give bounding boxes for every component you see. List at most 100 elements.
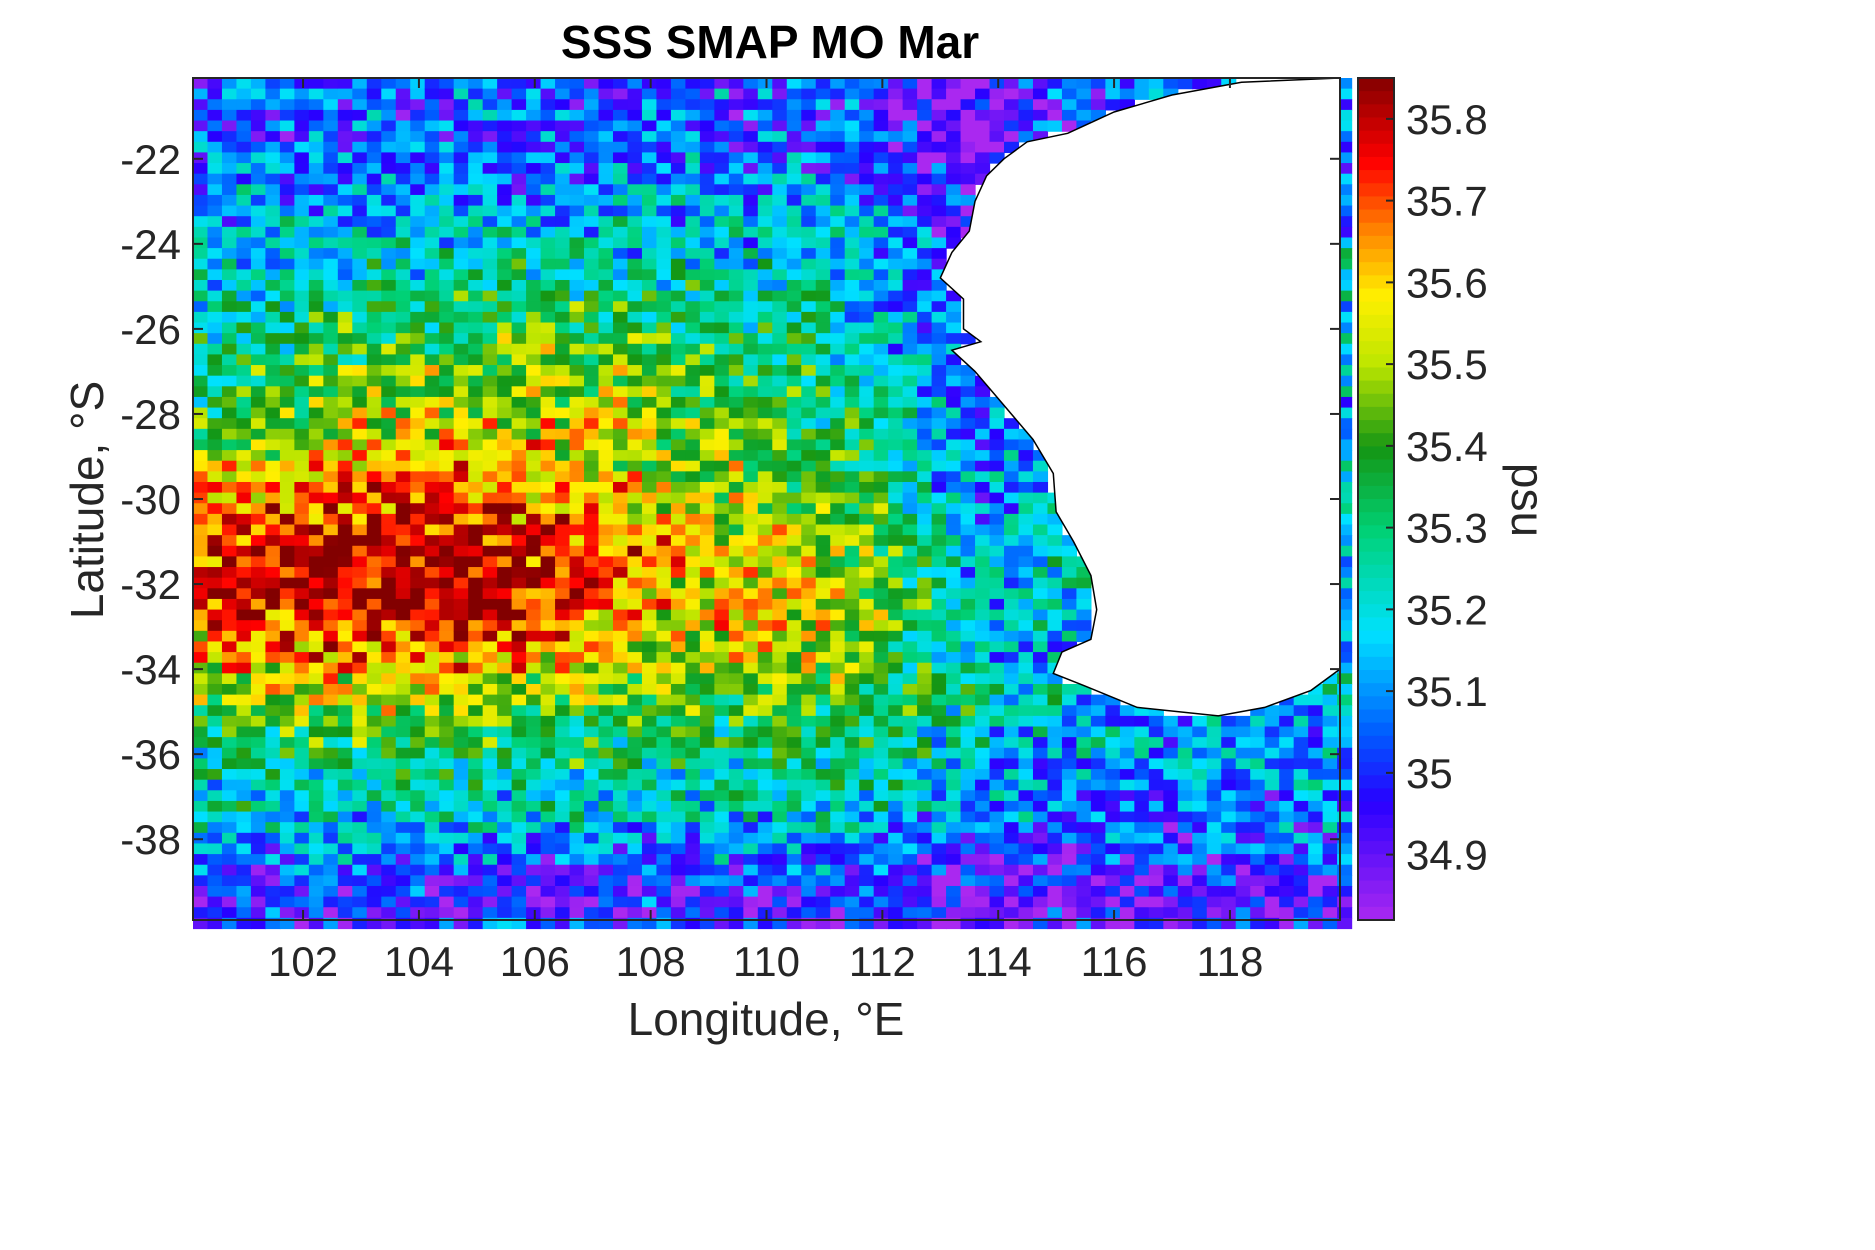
heatmap-cell xyxy=(989,513,1005,526)
heatmap-cell xyxy=(526,747,542,759)
heatmap-cell xyxy=(598,407,614,419)
heatmap-cell xyxy=(366,163,382,175)
heatmap-cell xyxy=(250,620,267,632)
heatmap-cell xyxy=(265,407,281,419)
heatmap-cell xyxy=(699,279,715,292)
heatmap-cell xyxy=(207,779,223,791)
heatmap-cell xyxy=(830,907,846,919)
heatmap-cell xyxy=(772,790,788,802)
heatmap-cell xyxy=(902,439,918,451)
heatmap-cell xyxy=(511,524,527,536)
heatmap-cell xyxy=(1105,896,1121,908)
heatmap-cell xyxy=(294,141,310,154)
heatmap-cell xyxy=(1134,78,1150,90)
heatmap-cell xyxy=(699,365,715,377)
heatmap-cell xyxy=(279,386,295,398)
heatmap-cell xyxy=(873,577,889,589)
heatmap-cell xyxy=(1018,705,1034,717)
heatmap-cell xyxy=(917,418,933,430)
heatmap-cell xyxy=(540,365,556,377)
heatmap-cell xyxy=(193,673,209,685)
heatmap-cell xyxy=(569,428,585,441)
heatmap-cell xyxy=(439,747,455,759)
heatmap-cell xyxy=(207,237,223,249)
heatmap-cell xyxy=(468,301,484,313)
heatmap-cell xyxy=(1018,503,1034,515)
heatmap-cell xyxy=(526,163,542,175)
heatmap-cell xyxy=(975,843,991,855)
heatmap-cell xyxy=(526,173,542,185)
heatmap-cell xyxy=(1004,917,1020,930)
heatmap-cell xyxy=(497,885,513,898)
heatmap-cell xyxy=(395,620,411,632)
heatmap-cell xyxy=(482,109,498,122)
heatmap-cell xyxy=(757,556,773,568)
heatmap-cell xyxy=(656,875,672,887)
heatmap-cell xyxy=(540,205,556,217)
heatmap-cell xyxy=(714,78,730,90)
heatmap-cell xyxy=(337,513,353,526)
heatmap-cell xyxy=(844,375,860,387)
heatmap-cell xyxy=(526,460,542,472)
heatmap-cell xyxy=(526,556,542,568)
heatmap-cell xyxy=(439,375,455,387)
heatmap-cell xyxy=(1090,715,1106,728)
heatmap-cell xyxy=(439,354,455,366)
heatmap-cell xyxy=(917,630,933,643)
heatmap-cell xyxy=(859,481,875,494)
heatmap-cell xyxy=(714,279,730,292)
heatmap-cell xyxy=(888,343,904,356)
heatmap-cell xyxy=(641,822,658,834)
heatmap-cell xyxy=(859,184,875,196)
heatmap-cell xyxy=(685,673,701,685)
heatmap-cell xyxy=(772,258,788,270)
heatmap-cell xyxy=(250,407,267,419)
heatmap-cell xyxy=(569,173,585,185)
heatmap-cell xyxy=(902,822,918,834)
heatmap-cell xyxy=(265,78,281,90)
heatmap-cell xyxy=(627,152,643,164)
heatmap-cell xyxy=(308,503,324,515)
heatmap-cell xyxy=(1032,567,1049,579)
heatmap-cell xyxy=(395,460,411,472)
heatmap-cell xyxy=(453,641,469,653)
heatmap-cell xyxy=(265,450,281,462)
heatmap-cell xyxy=(410,226,426,239)
heatmap-cell xyxy=(989,620,1005,632)
heatmap-cell xyxy=(772,683,788,696)
heatmap-cell xyxy=(714,715,730,728)
heatmap-cell xyxy=(859,194,875,207)
heatmap-cell xyxy=(526,141,542,154)
heatmap-cell xyxy=(569,269,585,281)
heatmap-cell xyxy=(641,885,658,898)
heatmap-cell xyxy=(728,864,744,876)
heatmap-cell xyxy=(728,120,744,132)
heatmap-cell xyxy=(960,790,976,802)
heatmap-cell xyxy=(279,811,295,823)
heatmap-cell xyxy=(656,662,672,674)
heatmap-cell xyxy=(1119,78,1135,90)
heatmap-cell xyxy=(584,556,600,568)
heatmap-cell xyxy=(989,609,1005,621)
heatmap-cell xyxy=(265,418,281,430)
heatmap-cell xyxy=(1264,737,1280,749)
heatmap-cell xyxy=(468,120,484,132)
heatmap-cell xyxy=(526,131,542,143)
heatmap-cell xyxy=(1004,513,1020,526)
heatmap-cell xyxy=(366,248,382,260)
heatmap-cell xyxy=(569,205,585,217)
heatmap-cell xyxy=(323,535,339,547)
heatmap-cell xyxy=(584,184,600,196)
heatmap-cell xyxy=(1221,747,1237,759)
heatmap-cell xyxy=(193,588,209,600)
heatmap-cell xyxy=(1061,630,1078,643)
heatmap-cell xyxy=(1105,907,1121,919)
heatmap-cell xyxy=(830,800,846,813)
heatmap-cell xyxy=(381,131,397,143)
heatmap-cell xyxy=(670,705,686,717)
heatmap-cell xyxy=(801,237,817,249)
heatmap-cell xyxy=(207,800,223,813)
heatmap-cell xyxy=(279,396,295,409)
heatmap-cell xyxy=(1004,896,1020,908)
heatmap-cell xyxy=(627,492,643,504)
